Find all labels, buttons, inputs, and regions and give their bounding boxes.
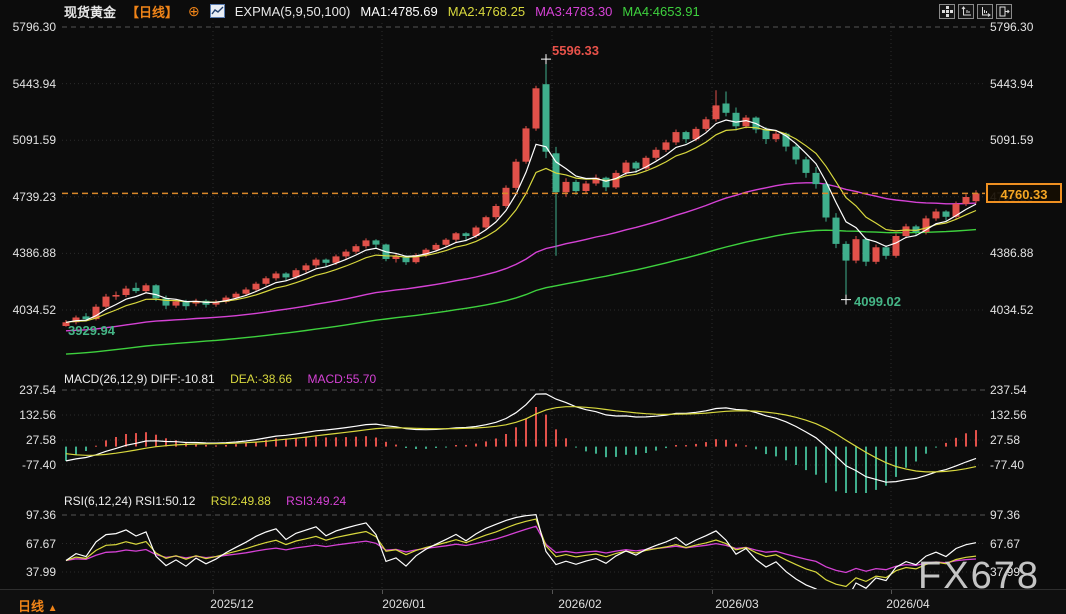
exit-icon[interactable]	[996, 4, 1012, 19]
indicator-label: EXPMA(5,9,50,100)	[234, 3, 351, 19]
macd-axis-label-left: 132.56	[19, 408, 56, 422]
macd-axis-label-right: -77.40	[990, 458, 1025, 472]
axis-tick	[552, 590, 553, 594]
price-axis-label-right: 5796.30	[990, 20, 1034, 34]
ma4-value: MA4:4653.91	[622, 3, 700, 19]
rsi-axis-label-left: 37.99	[25, 565, 56, 579]
pan-icon[interactable]	[939, 4, 955, 19]
axis-left-icon[interactable]	[958, 4, 974, 19]
watermark: FX678	[918, 555, 1040, 597]
macd-axis-label-left: 27.58	[25, 433, 56, 447]
triangle-up-icon: ▲	[47, 603, 58, 614]
price-axis-label-right: 4386.88	[990, 246, 1034, 261]
high-price-annotation: 5596.33	[552, 43, 599, 59]
date-label: 2026/03	[715, 597, 759, 611]
rsi1-label: RSI(6,12,24) RSI1:50.12	[64, 494, 196, 508]
ma1-value: MA1:4785.69	[360, 3, 438, 19]
price-axis-label-left: 5796.30	[12, 20, 56, 34]
rsi-header: RSI(6,12,24) RSI1:50.12 RSI2:49.88 RSI3:…	[64, 494, 358, 508]
macd-dea-label: DEA:-38.66	[230, 372, 293, 386]
macd-header: MACD(26,12,9) DIFF:-10.81 DEA:-38.66 MAC…	[64, 372, 388, 386]
period-label[interactable]: 日线	[18, 599, 45, 614]
period-tag[interactable]: 【日线】	[126, 4, 179, 20]
axis-tick	[891, 590, 892, 594]
ma3-value: MA3:4783.30	[535, 3, 613, 19]
start-low-annotation: 3929.94	[68, 323, 115, 338]
add-indicator-icon[interactable]: ⊕	[188, 2, 200, 19]
macd-axis-label-right: 27.58	[990, 433, 1021, 447]
date-label: 2025/12	[210, 597, 254, 611]
macd-axis-label-right: 237.54	[990, 383, 1027, 397]
macd-macd-label: MACD:55.70	[307, 372, 377, 386]
date-label: 2026/01	[382, 597, 426, 611]
price-axis-label-left: 4034.52	[12, 303, 56, 317]
symbol-title: 现货黄金	[64, 4, 117, 20]
chart-toolbar	[939, 4, 1012, 19]
current-price-label: 4760.33	[986, 183, 1062, 203]
low-price-annotation: 4099.02	[854, 293, 901, 309]
macd-axis-label-right: 132.56	[990, 408, 1027, 422]
period-selector[interactable]: 日线 ▲	[18, 596, 58, 614]
date-label: 2026/04	[886, 597, 930, 611]
rsi-axis-label-right: 37.99	[990, 565, 1021, 579]
ma2-value: MA2:4768.25	[447, 3, 526, 19]
rsi-axis-label-right: 67.67	[990, 536, 1021, 551]
macd-main-label: MACD(26,12,9) DIFF:-10.81	[64, 372, 215, 386]
axis-tick	[382, 590, 383, 594]
macd-axis-label-left: 237.54	[19, 383, 56, 397]
chart-header: 现货黄金 【日线】 ⊕ EXPMA(5,9,50,100) MA1:4785.6…	[0, 0, 1066, 22]
axis-tick	[712, 590, 713, 594]
rsi-axis-label-right: 97.36	[990, 508, 1021, 522]
price-axis-label-left: 5443.94	[12, 76, 56, 91]
price-axis-label-right: 4034.52	[990, 303, 1034, 317]
price-axis-label-right: 5443.94	[990, 76, 1034, 91]
rsi3-label: RSI3:49.24	[286, 494, 347, 508]
macd-axis-label-left: -77.40	[21, 458, 56, 472]
price-axis-label-right: 5091.59	[990, 133, 1034, 148]
price-axis-label-left: 4386.88	[12, 246, 56, 261]
rsi-axis-label-left: 97.36	[25, 508, 56, 522]
axis-tick	[213, 590, 214, 594]
rsi-axis-label-left: 67.67	[25, 536, 56, 551]
chart-type-icon[interactable]	[209, 4, 225, 18]
rsi2-label: RSI2:49.88	[210, 494, 271, 508]
price-axis-label-left: 5091.59	[12, 133, 56, 148]
axis-right-icon[interactable]	[977, 4, 993, 19]
price-axis-label-left: 4739.23	[12, 189, 56, 204]
date-label: 2026/02	[558, 597, 602, 611]
time-axis-bar: 日线 ▲ 2025/12 2026/01 2026/02 2026/03 2026/04	[0, 589, 1066, 614]
